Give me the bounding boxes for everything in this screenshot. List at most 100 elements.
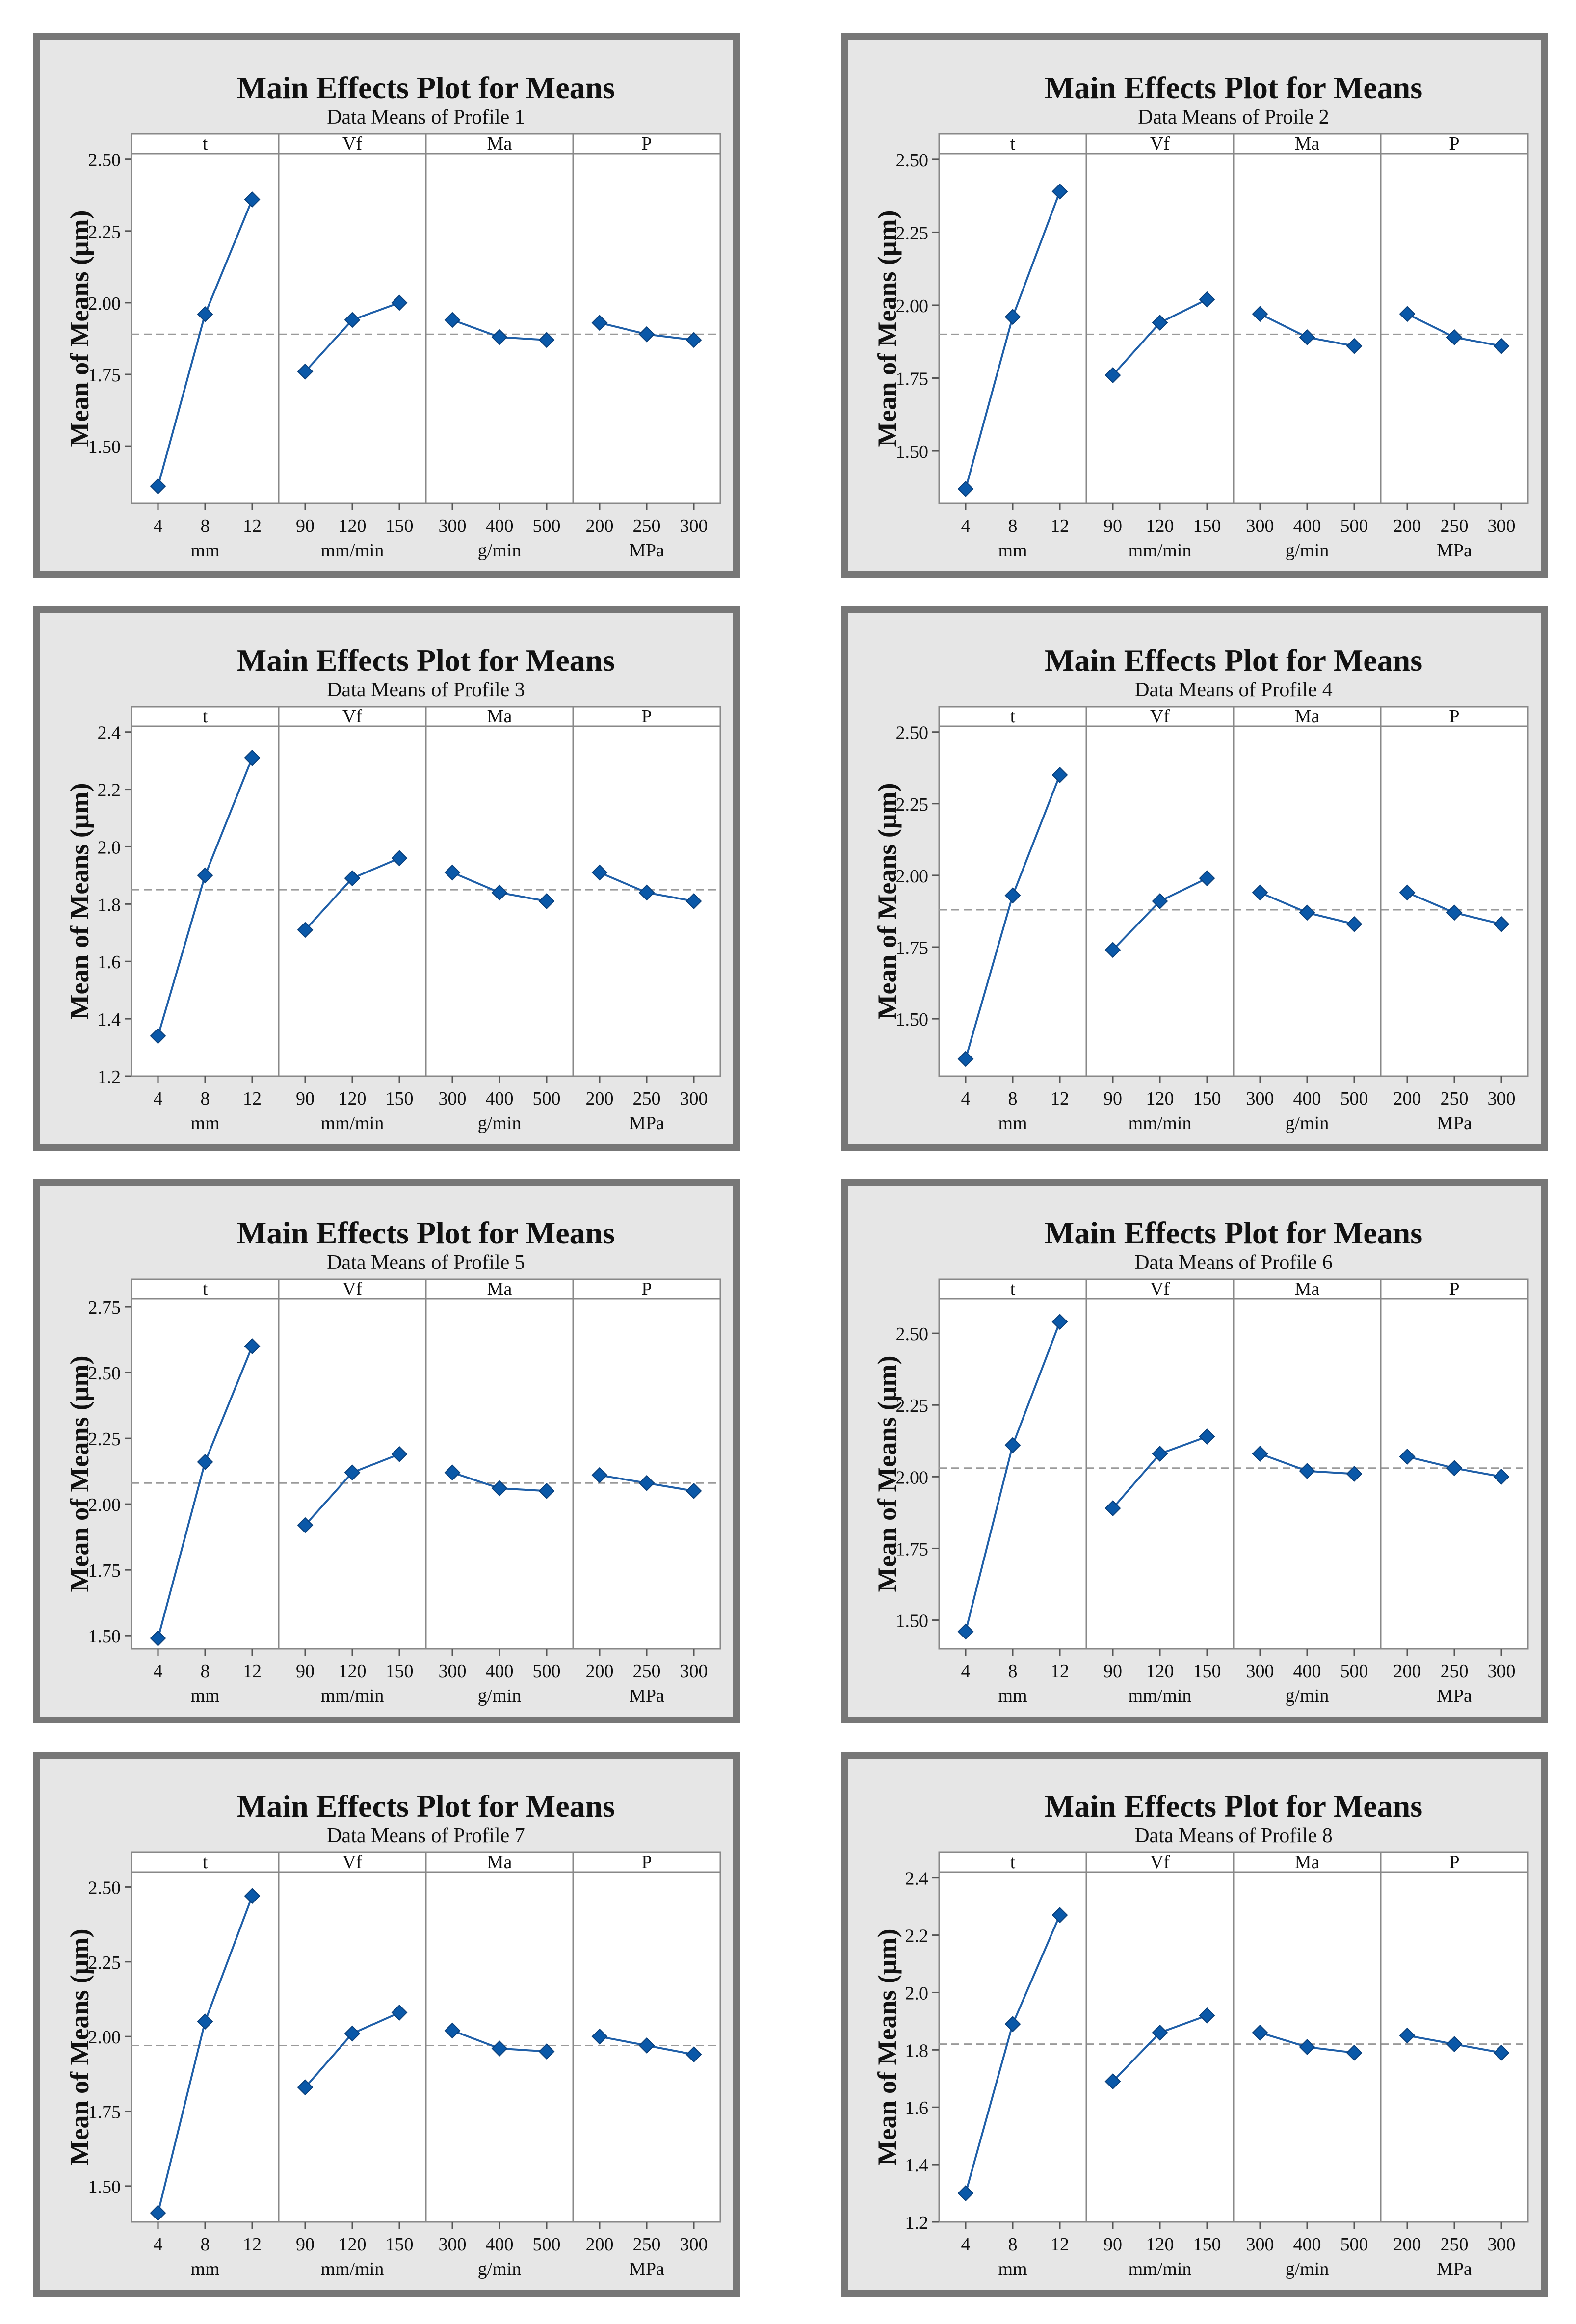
x-tick-label: 12 [1051, 1088, 1069, 1109]
x-tick-label: 120 [339, 516, 367, 536]
factor-unit-label: g/min [1286, 1686, 1329, 1706]
data-point [197, 2013, 213, 2030]
factor-strip-label: P [641, 1279, 652, 1299]
factor-unit-label: g/min [478, 540, 522, 561]
data-point [150, 2205, 166, 2221]
data-point [685, 2046, 702, 2063]
y-tick-label: 2.50 [896, 1324, 929, 1345]
x-tick-label: 500 [533, 1088, 561, 1109]
data-point [1446, 2036, 1463, 2053]
data-point [1446, 1460, 1463, 1477]
factor-strip-label: Ma [487, 706, 512, 727]
y-tick-label: 2.25 [88, 1429, 121, 1450]
data-point [1199, 291, 1215, 308]
data-point [685, 893, 702, 909]
data-point [1446, 904, 1463, 921]
factor-unit-label: mm [190, 1686, 219, 1706]
factor-strip-label: t [1010, 133, 1016, 154]
factor-strip-label: Vf [1150, 133, 1170, 154]
data-point [1493, 2044, 1510, 2061]
y-tick-label: 1.4 [905, 2155, 929, 2176]
factor-unit-label: g/min [478, 2259, 522, 2279]
x-tick-label: 300 [439, 2234, 467, 2255]
y-tick-label: 1.75 [88, 365, 121, 386]
data-point [1252, 884, 1268, 901]
data-point [1493, 338, 1510, 354]
x-tick-label: 8 [201, 516, 210, 536]
factor-strip-label: P [1449, 706, 1459, 727]
x-tick-label: 500 [1340, 1661, 1368, 1682]
x-tick-label: 8 [1008, 516, 1018, 536]
factor-unit-label: mm [190, 2259, 219, 2279]
y-axis-label: Mean of Means (μm) [872, 783, 902, 1020]
factor-strip-label: P [641, 706, 652, 727]
x-tick-label: 300 [1488, 1088, 1516, 1109]
chart-panel-8: Main Effects Plot for Means Data Means of… [841, 1752, 1548, 2297]
x-tick-label: 8 [201, 1088, 210, 1109]
y-tick-label: 1.75 [896, 1539, 929, 1559]
factor-strip-label: Vf [342, 133, 362, 154]
data-point [1446, 329, 1463, 345]
x-tick-label: 120 [339, 1661, 367, 1682]
data-point [538, 893, 555, 909]
data-point [297, 922, 314, 938]
x-tick-label: 8 [1008, 2234, 1018, 2255]
x-tick-label: 300 [680, 1088, 708, 1109]
factor-strip-label: Ma [487, 133, 512, 154]
chart-subtitle: Data Means of Profile 7 [327, 1824, 525, 1847]
x-tick-label: 150 [1193, 1088, 1221, 1109]
data-point [197, 306, 213, 322]
data-point [1252, 2024, 1268, 2041]
data-point [685, 1482, 702, 1499]
data-point [444, 1464, 461, 1481]
factor-strip-label: P [641, 133, 652, 154]
factor-unit-label: MPa [629, 540, 664, 561]
x-tick-label: 12 [243, 1088, 262, 1109]
factor-strip-label: Vf [342, 1852, 362, 1873]
data-point [1399, 884, 1416, 901]
data-point [344, 1464, 361, 1481]
data-point [1004, 887, 1021, 904]
x-tick-label: 90 [1103, 1088, 1122, 1109]
data-point [197, 867, 213, 884]
x-tick-label: 200 [586, 2234, 614, 2255]
x-tick-label: 150 [386, 2234, 414, 2255]
data-point [491, 329, 508, 345]
data-point [1004, 309, 1021, 325]
x-tick-label: 8 [1008, 1661, 1018, 1682]
x-tick-label: 8 [201, 2234, 210, 2255]
x-tick-label: 250 [633, 516, 661, 536]
chart-title: Main Effects Plot for Means [1045, 70, 1422, 105]
y-tick-label: 1.75 [88, 1560, 121, 1581]
x-tick-label: 4 [154, 2234, 163, 2255]
y-tick-label: 1.75 [88, 2102, 121, 2123]
x-tick-label: 90 [296, 1661, 315, 1682]
factor-unit-label: mm [190, 540, 219, 561]
y-tick-label: 1.50 [88, 1626, 121, 1647]
x-tick-label: 120 [1146, 516, 1174, 536]
x-tick-label: 300 [1488, 2234, 1516, 2255]
y-tick-label: 2.25 [896, 223, 929, 243]
y-tick-label: 2.00 [88, 2027, 121, 2048]
data-point [150, 478, 166, 495]
data-point [1051, 183, 1068, 200]
x-tick-label: 300 [439, 1088, 467, 1109]
x-tick-label: 4 [154, 1661, 163, 1682]
factor-unit-label: MPa [1437, 540, 1472, 561]
data-point [1299, 1463, 1315, 1479]
y-tick-label: 1.6 [98, 952, 121, 973]
factor-strip-label: Vf [342, 706, 362, 727]
data-point [391, 2005, 408, 2021]
factor-strip-label: Ma [1295, 1279, 1320, 1299]
y-tick-label: 2.0 [905, 1983, 929, 2004]
x-tick-label: 4 [961, 2234, 971, 2255]
factor-unit-label: g/min [1286, 2259, 1329, 2279]
chart-title: Main Effects Plot for Means [1045, 1789, 1422, 1823]
y-tick-label: 2.0 [98, 837, 121, 858]
x-tick-label: 400 [486, 1661, 514, 1682]
factor-unit-label: mm/min [1129, 2259, 1192, 2279]
factor-unit-label: g/min [478, 1113, 522, 1134]
x-tick-label: 12 [243, 1661, 262, 1682]
y-tick-label: 2.50 [88, 150, 121, 171]
